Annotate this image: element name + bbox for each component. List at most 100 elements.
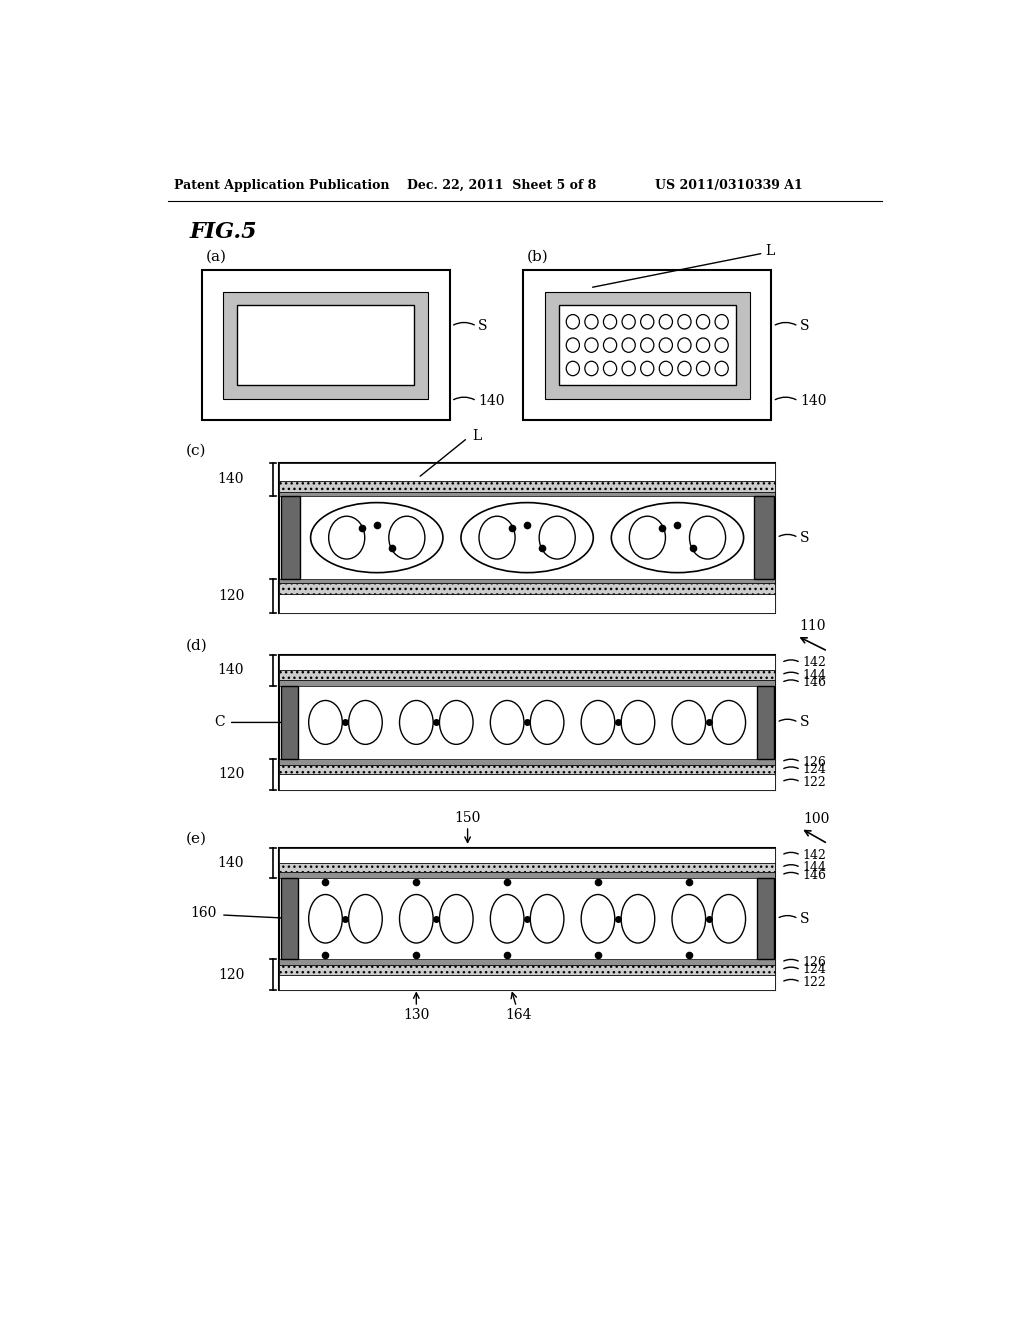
Text: 150: 150 (455, 812, 481, 825)
Ellipse shape (641, 338, 654, 352)
Ellipse shape (678, 338, 691, 352)
Bar (281, 496, 300, 579)
Bar (757, 878, 773, 960)
Text: 140: 140 (218, 473, 245, 487)
Text: 120: 120 (218, 589, 245, 603)
Text: 164: 164 (506, 1007, 532, 1022)
Ellipse shape (490, 701, 524, 744)
Ellipse shape (603, 362, 616, 376)
Text: 122: 122 (802, 975, 826, 989)
Ellipse shape (622, 362, 635, 376)
Text: 120: 120 (218, 767, 245, 781)
Text: L: L (765, 244, 774, 257)
Ellipse shape (689, 516, 726, 560)
Bar (523, 271, 771, 420)
Ellipse shape (582, 701, 614, 744)
Bar (280, 974, 775, 990)
Bar (280, 965, 775, 974)
Ellipse shape (630, 516, 666, 560)
Ellipse shape (696, 362, 710, 376)
Text: L: L (472, 429, 482, 442)
Bar (280, 775, 775, 789)
Bar (280, 847, 775, 990)
Bar (238, 305, 414, 385)
Ellipse shape (540, 516, 575, 560)
Bar (281, 878, 298, 960)
Ellipse shape (566, 314, 580, 329)
Ellipse shape (603, 314, 616, 329)
Ellipse shape (585, 338, 598, 352)
Text: 140: 140 (218, 855, 245, 870)
Text: 140: 140 (218, 664, 245, 677)
Ellipse shape (622, 895, 654, 942)
Bar (280, 462, 775, 612)
Ellipse shape (566, 362, 580, 376)
Text: 110: 110 (799, 619, 825, 634)
Ellipse shape (641, 362, 654, 376)
Bar (280, 873, 775, 878)
Text: 122: 122 (802, 776, 826, 788)
Ellipse shape (439, 701, 473, 744)
Ellipse shape (308, 895, 342, 942)
Text: 140: 140 (478, 393, 505, 408)
Ellipse shape (439, 895, 473, 942)
Text: 142: 142 (802, 849, 826, 862)
Text: (b): (b) (527, 249, 549, 263)
Text: (c): (c) (186, 444, 207, 458)
Ellipse shape (530, 895, 564, 942)
Text: Patent Application Publication: Patent Application Publication (174, 178, 390, 191)
Text: 124: 124 (802, 964, 826, 977)
Bar (559, 305, 735, 385)
Ellipse shape (585, 314, 598, 329)
Text: US 2011/0310339 A1: US 2011/0310339 A1 (655, 178, 803, 191)
Ellipse shape (659, 338, 673, 352)
Ellipse shape (715, 338, 728, 352)
Text: S: S (478, 319, 487, 333)
Ellipse shape (530, 701, 564, 744)
Text: FIG.5: FIG.5 (190, 220, 258, 243)
Ellipse shape (308, 701, 342, 744)
Text: Dec. 22, 2011  Sheet 5 of 8: Dec. 22, 2011 Sheet 5 of 8 (407, 178, 596, 191)
Text: S: S (800, 912, 809, 925)
Ellipse shape (479, 516, 515, 560)
Bar (280, 766, 775, 775)
Text: 140: 140 (800, 393, 826, 408)
Bar (280, 583, 775, 594)
Text: (e): (e) (186, 832, 207, 845)
Bar (280, 960, 775, 965)
Bar (280, 863, 775, 873)
Bar (202, 271, 450, 420)
Ellipse shape (611, 503, 743, 573)
Ellipse shape (582, 895, 614, 942)
Ellipse shape (678, 314, 691, 329)
Ellipse shape (659, 314, 673, 329)
Bar (280, 759, 775, 766)
Text: 160: 160 (190, 906, 217, 920)
Text: 146: 146 (802, 676, 826, 689)
Bar (280, 655, 775, 789)
Text: 130: 130 (403, 1007, 429, 1022)
Bar (280, 594, 775, 612)
Ellipse shape (399, 895, 433, 942)
Text: 144: 144 (802, 668, 826, 681)
Ellipse shape (399, 701, 433, 744)
Ellipse shape (348, 701, 382, 744)
Ellipse shape (678, 362, 691, 376)
Bar (280, 462, 775, 480)
Ellipse shape (389, 516, 425, 560)
Text: S: S (800, 715, 809, 730)
Bar (223, 292, 428, 399)
Ellipse shape (310, 503, 443, 573)
Ellipse shape (672, 895, 706, 942)
Bar (280, 578, 775, 583)
Bar (280, 847, 775, 863)
Ellipse shape (696, 314, 710, 329)
Ellipse shape (641, 314, 654, 329)
Text: (a): (a) (206, 249, 226, 263)
Ellipse shape (566, 338, 580, 352)
Text: S: S (800, 531, 809, 545)
Ellipse shape (659, 362, 673, 376)
Ellipse shape (715, 314, 728, 329)
Ellipse shape (672, 701, 706, 744)
Ellipse shape (712, 701, 745, 744)
